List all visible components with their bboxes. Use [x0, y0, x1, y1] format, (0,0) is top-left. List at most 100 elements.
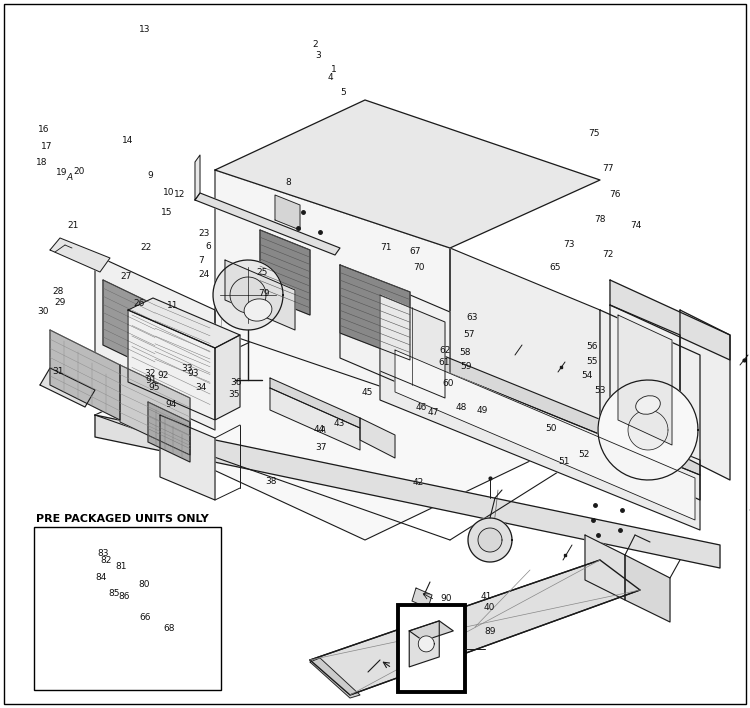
- Polygon shape: [380, 330, 700, 475]
- Text: 2: 2: [312, 40, 318, 49]
- Polygon shape: [50, 238, 110, 272]
- Text: 8: 8: [286, 178, 292, 187]
- Text: eReplacementParts.com: eReplacementParts.com: [272, 360, 478, 376]
- Text: 74: 74: [630, 221, 642, 229]
- Text: 90: 90: [440, 594, 452, 603]
- Polygon shape: [610, 305, 680, 455]
- Text: 10: 10: [163, 188, 175, 197]
- Text: 25: 25: [256, 268, 268, 277]
- Bar: [34, 527, 221, 690]
- Polygon shape: [419, 636, 434, 652]
- Text: 37: 37: [315, 443, 327, 452]
- Polygon shape: [95, 255, 215, 430]
- Text: 21: 21: [68, 221, 80, 229]
- Text: 91: 91: [146, 377, 158, 385]
- Text: 40: 40: [483, 603, 495, 612]
- Text: 93: 93: [188, 370, 200, 378]
- Text: 18: 18: [35, 159, 47, 167]
- Text: 42: 42: [413, 479, 424, 487]
- Text: 3: 3: [315, 51, 321, 59]
- Text: 11: 11: [166, 302, 178, 310]
- Text: 4: 4: [327, 74, 333, 82]
- Polygon shape: [230, 277, 266, 313]
- Polygon shape: [128, 298, 240, 348]
- Text: 73: 73: [562, 240, 574, 249]
- Text: 26: 26: [134, 299, 146, 307]
- Polygon shape: [213, 260, 283, 330]
- Polygon shape: [103, 280, 155, 370]
- Text: 83: 83: [98, 549, 109, 558]
- Polygon shape: [148, 402, 190, 462]
- Text: 72: 72: [602, 251, 613, 259]
- Polygon shape: [195, 193, 340, 255]
- Text: 92: 92: [158, 371, 170, 379]
- Text: 82: 82: [100, 556, 112, 565]
- Text: 80: 80: [138, 580, 150, 588]
- Polygon shape: [195, 155, 200, 200]
- Text: 85: 85: [108, 589, 120, 598]
- Polygon shape: [600, 310, 700, 500]
- Polygon shape: [310, 560, 640, 695]
- Text: 53: 53: [594, 387, 606, 395]
- Text: 70: 70: [413, 263, 424, 272]
- Polygon shape: [215, 335, 240, 420]
- Text: 1: 1: [331, 65, 337, 74]
- Polygon shape: [412, 588, 432, 608]
- Polygon shape: [128, 310, 215, 420]
- Text: 13: 13: [139, 25, 151, 34]
- Text: 22: 22: [141, 244, 152, 252]
- Polygon shape: [478, 528, 502, 552]
- Text: 35: 35: [228, 390, 240, 399]
- Text: 27: 27: [120, 272, 132, 280]
- Polygon shape: [628, 410, 668, 450]
- Text: 67: 67: [409, 247, 421, 256]
- Text: 46: 46: [416, 403, 428, 411]
- Polygon shape: [95, 248, 720, 540]
- Polygon shape: [50, 330, 120, 420]
- Polygon shape: [40, 368, 95, 407]
- Polygon shape: [340, 265, 450, 405]
- Polygon shape: [270, 388, 360, 450]
- Text: 52: 52: [578, 450, 590, 459]
- Polygon shape: [598, 380, 698, 480]
- Text: 32: 32: [144, 370, 156, 378]
- Polygon shape: [120, 365, 190, 455]
- Text: 62: 62: [439, 346, 451, 355]
- Text: 79: 79: [258, 290, 270, 298]
- Text: 19: 19: [56, 168, 68, 176]
- Polygon shape: [380, 345, 700, 530]
- Text: 84: 84: [95, 573, 107, 581]
- Polygon shape: [680, 310, 730, 480]
- Text: 56: 56: [586, 343, 598, 351]
- Text: 95: 95: [148, 384, 160, 392]
- Text: PRE PACKAGED UNITS ONLY: PRE PACKAGED UNITS ONLY: [36, 515, 209, 525]
- Polygon shape: [618, 315, 672, 445]
- Text: 14: 14: [122, 136, 134, 144]
- Text: 31: 31: [53, 367, 64, 376]
- Text: 12: 12: [174, 190, 186, 199]
- Polygon shape: [95, 415, 720, 568]
- Text: 47: 47: [427, 408, 439, 416]
- Text: 6: 6: [205, 242, 211, 251]
- Polygon shape: [610, 280, 730, 360]
- Polygon shape: [625, 555, 670, 622]
- Text: 48: 48: [455, 403, 467, 411]
- Text: 20: 20: [73, 167, 85, 176]
- Text: 89: 89: [484, 627, 496, 636]
- Ellipse shape: [636, 396, 660, 414]
- Text: 38: 38: [266, 477, 278, 486]
- Text: 58: 58: [459, 348, 471, 357]
- Text: 49: 49: [476, 406, 488, 415]
- Text: 65: 65: [549, 263, 561, 272]
- Bar: [398, 605, 465, 692]
- Polygon shape: [275, 195, 300, 230]
- Text: 76: 76: [609, 190, 621, 199]
- Polygon shape: [340, 265, 410, 360]
- Polygon shape: [215, 170, 450, 410]
- Text: 16: 16: [38, 125, 50, 134]
- Text: 86: 86: [118, 592, 130, 600]
- Polygon shape: [310, 658, 360, 698]
- Polygon shape: [360, 418, 395, 458]
- Polygon shape: [450, 248, 600, 465]
- Text: 94: 94: [165, 401, 177, 409]
